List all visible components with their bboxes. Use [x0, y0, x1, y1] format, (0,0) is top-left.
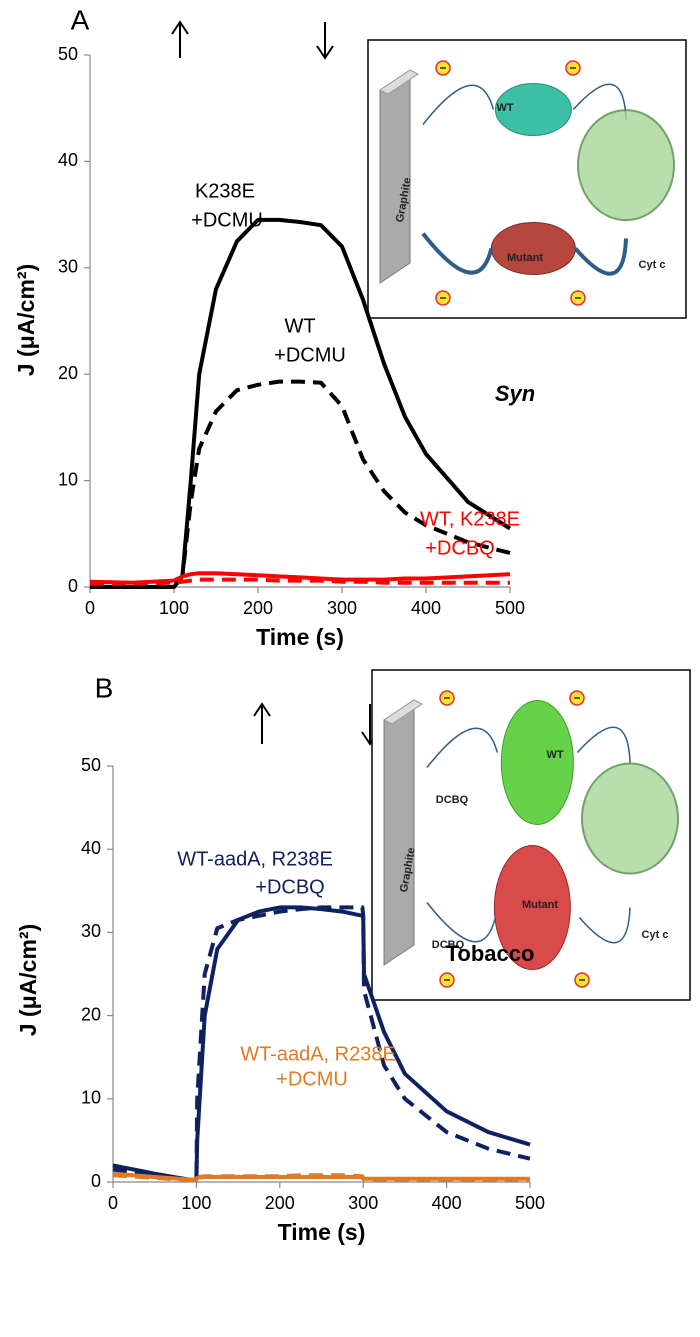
y-axis-label: J (μA/cm²) [13, 264, 39, 376]
x-tick-label: 200 [243, 598, 273, 618]
mutant-leaf [493, 845, 571, 970]
x-axis-label: Time (s) [278, 1219, 366, 1245]
cytochrome [581, 762, 679, 875]
annotation: +DCMU [276, 1068, 348, 1090]
y-tick-label: 50 [58, 44, 78, 64]
y-tick-label: 20 [81, 1004, 101, 1024]
annotation: +DCBQ [425, 537, 494, 559]
electron-path-top [422, 83, 627, 125]
graphite-top [379, 69, 419, 95]
data-line [90, 577, 510, 586]
panel-label: B [95, 672, 114, 703]
inset-label: Cyt c [642, 929, 669, 941]
y-tick-label: 30 [81, 921, 101, 941]
annotation: +DCMU [274, 344, 346, 366]
y-tick-label: 20 [58, 363, 78, 383]
y-tick-label: 40 [81, 838, 101, 858]
inset-label: DCBQ [436, 794, 469, 806]
y-tick-label: 40 [58, 150, 78, 170]
y-tick-label: 10 [81, 1088, 101, 1108]
y-tick-label: 0 [91, 1171, 101, 1191]
annotation: +DCBQ [255, 876, 324, 898]
y-tick-label: 30 [58, 257, 78, 277]
x-tick-label: 300 [327, 598, 357, 618]
graphite-electrode [379, 69, 411, 284]
x-tick-label: 400 [411, 598, 441, 618]
inset-label: Cyt c [639, 259, 666, 271]
inset-label: Mutant [522, 899, 558, 911]
y-tick-label: 10 [58, 469, 78, 489]
electron-path-top [426, 726, 631, 768]
y-axis-label: J (μA/cm²) [15, 924, 41, 1036]
inset-label: WT [496, 102, 513, 114]
x-tick-label: 100 [181, 1193, 211, 1213]
inset-label: DCBQ [432, 939, 465, 951]
light-on-arrow [253, 702, 271, 744]
annotation: WT [284, 315, 315, 337]
inset-label: Mutant [507, 252, 543, 264]
graphite-top [383, 699, 423, 725]
data-line [89, 571, 511, 585]
x-tick-label: 100 [159, 598, 189, 618]
mutant-cell [490, 222, 576, 275]
x-tick-label: 400 [432, 1193, 462, 1213]
x-tick-label: 300 [348, 1193, 378, 1213]
annotation: WT-aadA, R238E [240, 1043, 396, 1065]
light-on-arrow [171, 20, 189, 58]
annotation: +DCMU [191, 209, 263, 231]
annotation: WT, K238E [420, 508, 520, 530]
light-off-arrow [316, 22, 334, 60]
y-tick-label: 50 [81, 755, 101, 775]
inset-label: WT [546, 749, 563, 761]
x-tick-label: 500 [515, 1193, 545, 1213]
electron-path-bottom [426, 902, 631, 944]
x-tick-label: 0 [108, 1193, 118, 1213]
wt-cell [494, 83, 572, 136]
panel-label: A [71, 4, 90, 35]
x-tick-label: 0 [85, 598, 95, 618]
x-tick-label: 200 [265, 1193, 295, 1213]
annotation: Syn [495, 381, 535, 406]
data-line [112, 1173, 530, 1183]
annotation: Tobacco [446, 941, 535, 966]
annotation: K238E [195, 180, 255, 202]
data-line [112, 905, 531, 1182]
wt-leaf [500, 700, 574, 825]
annotation: WT-aadA, R238E [177, 848, 333, 870]
x-tick-label: 500 [495, 598, 525, 618]
graphite-electrode [383, 699, 415, 966]
cytochrome [577, 109, 675, 222]
x-axis-label: Time (s) [256, 624, 344, 650]
y-tick-label: 0 [68, 576, 78, 596]
electron-path-bottom [421, 232, 628, 276]
